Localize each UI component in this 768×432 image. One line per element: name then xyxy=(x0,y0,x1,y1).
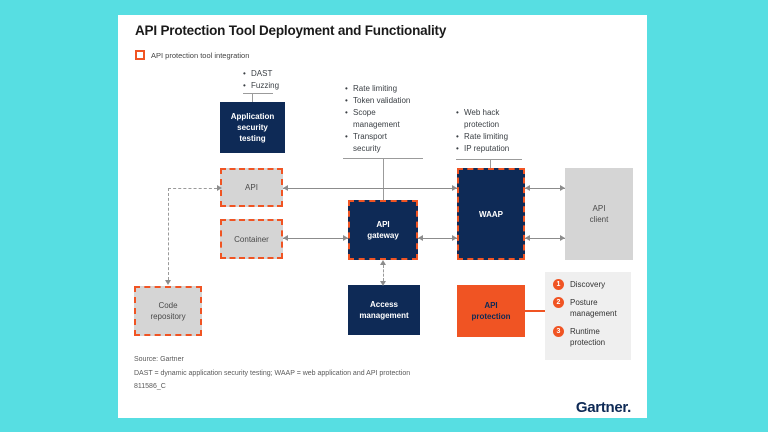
waap-bullet-list: Web hack protection Rate limiting IP rep… xyxy=(456,107,509,155)
number-badge-2: 2 xyxy=(553,297,564,308)
application-security-testing-box: Application security testing xyxy=(220,102,285,153)
api-box: API xyxy=(220,168,283,207)
underline xyxy=(243,93,273,94)
dashed-connector-horizontal xyxy=(168,185,222,191)
figure-title: API Protection Tool Deployment and Funct… xyxy=(135,23,447,38)
bullet-item: Rate limiting xyxy=(456,131,509,143)
bullet-item: Transport security xyxy=(345,131,410,155)
connector-line xyxy=(252,93,253,102)
number-badge-1: 1 xyxy=(553,279,564,290)
capability-label: Runtime protection xyxy=(570,327,606,347)
number-badge-3: 3 xyxy=(553,326,564,337)
capability-item: 3 Runtime protection xyxy=(553,326,623,348)
api-protection-box: API protection xyxy=(457,285,525,337)
app-security-bullet-list: DAST Fuzzing xyxy=(243,68,279,92)
api-gateway-bullet-list: Rate limiting Token validation Scope man… xyxy=(345,83,410,155)
abbreviation-note: DAST = dynamic application security test… xyxy=(134,370,411,377)
capability-label: Discovery xyxy=(570,280,606,289)
dashed-arrow-gateway-access xyxy=(380,260,386,286)
bullet-item: Rate limiting xyxy=(345,83,410,95)
legend-label: API protection tool integration xyxy=(151,50,250,60)
container-box: Container xyxy=(220,219,283,259)
arrow-gateway-waap xyxy=(418,235,457,241)
code-repository-box: Code repository xyxy=(134,286,202,336)
arrow-waap-apiclient-top xyxy=(525,185,565,191)
bullet-item: Web hack protection xyxy=(456,107,509,131)
bullet-item: Scope management xyxy=(345,107,410,131)
connector-line xyxy=(490,159,491,168)
bullet-item: DAST xyxy=(243,68,279,80)
capability-item: 1 Discovery xyxy=(553,279,623,290)
gartner-logo: Gartner. xyxy=(575,399,631,416)
capability-item: 2 Posture management xyxy=(553,297,623,319)
api-protection-capabilities-panel: 1 Discovery 2 Posture management 3 Runti… xyxy=(545,272,631,360)
access-management-box: Access management xyxy=(348,285,420,335)
arrow-waap-apiclient-bottom xyxy=(525,235,565,241)
waap-box: WAAP xyxy=(457,168,525,260)
dashed-border-legend-icon xyxy=(135,50,145,60)
figure-id: 811586_C xyxy=(134,383,166,390)
bullet-item: Fuzzing xyxy=(243,80,279,92)
orange-connector-line xyxy=(525,310,545,312)
dashed-connector-vertical xyxy=(165,188,171,285)
bullet-item: Token validation xyxy=(345,95,410,107)
connector-line xyxy=(383,158,384,200)
capability-label: Posture management xyxy=(570,298,617,318)
legend: API protection tool integration xyxy=(135,50,249,60)
api-client-box: API client xyxy=(565,168,633,260)
arrow-container-gateway xyxy=(283,235,348,241)
figure-card: API Protection Tool Deployment and Funct… xyxy=(118,15,647,418)
api-gateway-box: API gateway xyxy=(348,200,418,260)
source-note: Source: Gartner xyxy=(134,356,184,363)
underline xyxy=(456,159,522,160)
arrow-api-waap xyxy=(283,185,457,191)
bullet-item: IP reputation xyxy=(456,143,509,155)
